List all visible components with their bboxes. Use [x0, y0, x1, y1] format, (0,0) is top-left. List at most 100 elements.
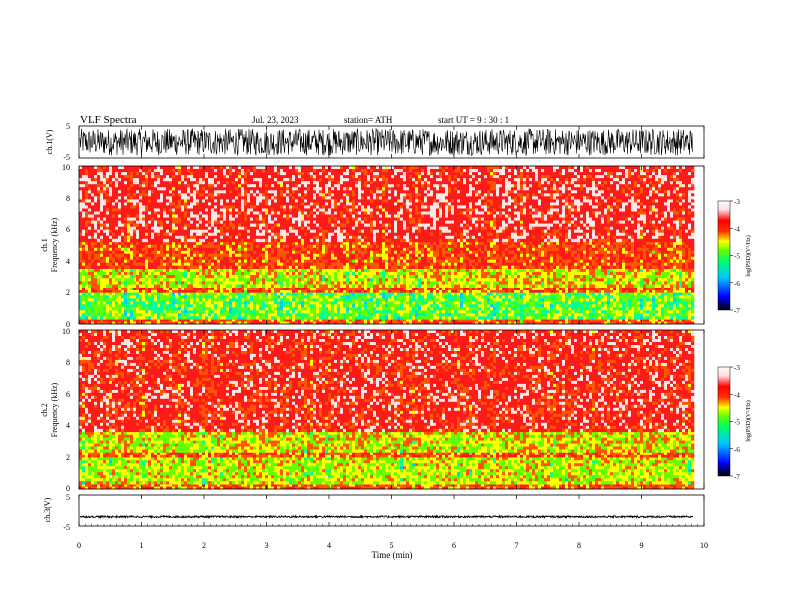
spectrogram-cell: [322, 319, 326, 322]
spectrogram-cell: [259, 256, 263, 261]
spectrogram-cell: [295, 313, 299, 317]
spectrogram-cell: [274, 238, 278, 243]
spectrogram-cell: [139, 307, 143, 311]
spectrogram-cell: [292, 178, 296, 182]
spectrogram-cell: [349, 205, 353, 209]
spectrogram-cell: [112, 181, 116, 185]
spectrogram-cell: [109, 256, 113, 261]
spectrogram-cell: [304, 226, 308, 231]
spectrogram-cell: [304, 256, 308, 261]
spectrogram-cell: [124, 301, 128, 305]
spectrogram-cell: [301, 196, 305, 200]
spectrogram-cell: [343, 178, 347, 182]
spectrogram-cell: [331, 241, 335, 246]
spectrogram-cell: [301, 214, 305, 218]
spectrogram-cell: [223, 298, 227, 302]
spectrogram-cell: [139, 278, 143, 282]
spectrogram-cell: [124, 278, 128, 282]
spectrogram-cell: [223, 275, 227, 279]
spectrogram-cell: [178, 235, 182, 240]
spectrogram-cell: [178, 169, 182, 173]
spectrogram-cell: [106, 321, 110, 325]
spectrogram-cell: [322, 223, 326, 227]
spectrogram-cell: [334, 238, 338, 243]
spectrogram-cell: [250, 292, 254, 296]
spectrogram-cell: [277, 178, 281, 182]
spectrogram-cell: [103, 316, 107, 320]
spectrogram-cell: [226, 247, 230, 252]
spectrogram-cell: [313, 307, 317, 311]
spectrogram-cell: [184, 175, 188, 179]
spectrogram-cell: [169, 172, 173, 176]
spectrogram-cell: [106, 205, 110, 209]
spectrogram-cell: [142, 193, 146, 197]
spectrogram-cell: [256, 205, 260, 209]
spectrogram-cell: [256, 321, 260, 325]
spectrogram-cell: [343, 313, 347, 317]
spectrogram-cell: [355, 284, 359, 288]
spectrogram-cell: [142, 316, 146, 320]
spectrogram-cell: [166, 278, 170, 282]
spectrogram-cell: [358, 304, 362, 308]
spectrogram-cell: [196, 184, 200, 188]
spectrogram-cell: [286, 238, 290, 243]
spectrogram-cell: [124, 259, 128, 263]
spectrogram-cell: [307, 244, 311, 249]
spectrogram-cell: [124, 169, 128, 173]
spectrogram-cell: [313, 281, 317, 285]
spectrogram-cell: [175, 298, 179, 302]
spectrogram-cell: [277, 205, 281, 209]
spectrogram-cell: [247, 310, 251, 314]
spectrogram-cell: [316, 190, 320, 194]
spectrogram-cell: [304, 169, 308, 173]
spectrogram-cell: [340, 187, 344, 191]
spectrogram-cell: [313, 238, 317, 243]
spectrogram-cell: [283, 307, 287, 311]
spectrogram-cell: [223, 281, 227, 285]
spectrogram-cell: [85, 253, 89, 258]
spectrogram-cell: [79, 268, 83, 273]
spectrogram-cell: [259, 307, 263, 311]
spectrogram-cell: [124, 232, 128, 237]
spectrogram-cell: [358, 321, 362, 325]
spectrogram-cell: [325, 205, 329, 209]
spectrogram-cell: [85, 187, 89, 191]
spectrogram-cell: [163, 196, 167, 200]
spectrogram-cell: [157, 208, 161, 212]
spectrogram-cell: [199, 256, 203, 261]
spectrogram-cell: [142, 217, 146, 221]
spectrogram-cell: [205, 319, 209, 322]
spectrogram-cell: [178, 238, 182, 243]
spectrogram-cell: [82, 199, 86, 203]
spectrogram-cell: [202, 316, 206, 320]
spectrogram-cell: [88, 313, 92, 317]
spectrogram-cell: [115, 235, 119, 240]
spectrogram-cell: [307, 262, 311, 266]
spectrogram-cell: [145, 220, 149, 224]
spectrogram-cell: [91, 278, 95, 282]
spectrogram-cell: [259, 319, 263, 322]
spectrogram-cell: [106, 235, 110, 240]
spectrogram-cell: [175, 259, 179, 263]
spectrogram-cell: [109, 217, 113, 221]
spectrogram-cell: [184, 275, 188, 279]
spectrogram-cell: [232, 202, 236, 206]
spectrogram-cell: [91, 205, 95, 209]
spectrogram-cell: [310, 214, 314, 218]
spectrogram-cell: [247, 226, 251, 231]
spectrogram-cell: [166, 220, 170, 224]
spectrogram-cell: [157, 220, 161, 224]
spectrogram-cell: [322, 310, 326, 314]
spectrogram-cell: [148, 181, 152, 185]
spectrogram-cell: [355, 172, 359, 176]
spectrogram-cell: [334, 196, 338, 200]
spectrogram-cell: [181, 265, 185, 269]
spectrogram-cell: [175, 172, 179, 176]
spectrogram-cell: [307, 292, 311, 296]
spectrogram-cell: [265, 304, 269, 308]
spectrogram-cell: [235, 178, 239, 182]
spectrogram-cell: [175, 284, 179, 288]
spectrogram-cell: [277, 304, 281, 308]
spectrogram-cell: [82, 181, 86, 185]
spectrogram-cell: [355, 229, 359, 234]
